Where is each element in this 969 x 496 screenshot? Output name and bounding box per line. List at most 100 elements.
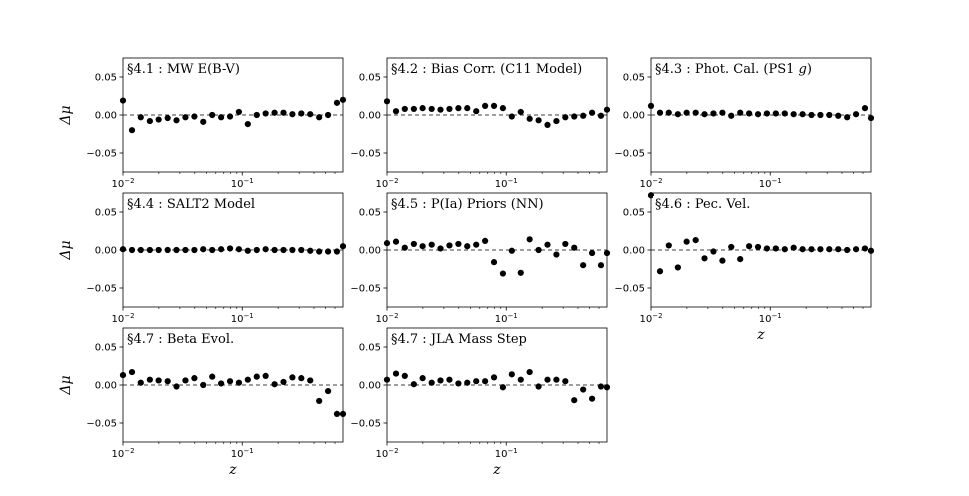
x-axis-label: z [492, 462, 501, 478]
panel-title-background [653, 61, 814, 78]
y-axis-label: Δμ [58, 105, 74, 125]
data-point [464, 379, 471, 386]
data-point [580, 112, 587, 119]
data-point [499, 105, 507, 112]
y-tick-label: 0.00 [623, 111, 645, 122]
data-point [455, 240, 462, 248]
data-point [588, 109, 596, 116]
data-point [665, 242, 672, 249]
data-point [746, 110, 753, 117]
data-point [562, 240, 569, 248]
data-point [710, 110, 717, 117]
y-tick-label: −0.05 [86, 284, 117, 295]
data-point [428, 241, 435, 248]
data-point [562, 114, 569, 121]
data-point [307, 111, 314, 118]
data-point [164, 378, 171, 385]
data-point [772, 245, 779, 252]
data-point [817, 246, 824, 253]
data-point [333, 99, 341, 106]
x-tick-label: 10−1 [495, 312, 518, 325]
data-point [324, 387, 332, 395]
panel-title-background [125, 331, 237, 348]
y-tick-label: 0.00 [95, 381, 117, 392]
data-point [437, 245, 444, 252]
data-point [562, 378, 569, 385]
data-point [307, 247, 314, 254]
data-point [235, 379, 243, 386]
data-point [728, 112, 735, 119]
x-tick-label: 10−2 [375, 447, 398, 460]
data-point [271, 246, 278, 254]
data-point [280, 109, 287, 116]
data-point [852, 111, 860, 118]
x-axis-label: z [228, 462, 237, 478]
data-point [544, 241, 551, 248]
data-point [763, 110, 771, 117]
data-point [701, 111, 708, 118]
data-point [867, 247, 875, 254]
data-point [571, 244, 578, 251]
x-tick-label: 10−2 [375, 312, 398, 325]
data-point [333, 248, 341, 255]
data-point [517, 376, 524, 383]
data-point [835, 112, 842, 119]
y-tick-label: 0.05 [95, 343, 117, 354]
data-point [790, 244, 797, 251]
data-point [419, 375, 426, 382]
data-point [383, 240, 391, 247]
data-point [588, 395, 596, 402]
data-point [182, 377, 189, 384]
data-point [339, 410, 347, 417]
data-point [826, 111, 833, 119]
data-point [526, 236, 533, 243]
data-point [473, 108, 480, 115]
x-tick-label: 10−1 [231, 312, 254, 325]
data-point [861, 105, 869, 112]
data-point [119, 246, 127, 253]
y-tick-label: −0.05 [350, 419, 381, 430]
data-point [209, 246, 216, 254]
y-tick-label: 0.00 [95, 246, 117, 257]
x-tick-label: 10−1 [759, 177, 782, 190]
data-point [490, 102, 498, 109]
data-point [191, 246, 198, 254]
y-tick-label: −0.05 [86, 149, 117, 160]
data-point [446, 242, 453, 249]
data-point [508, 247, 515, 254]
data-point [799, 246, 806, 253]
x-tick-label: 10−1 [495, 447, 518, 460]
data-point [603, 106, 611, 113]
data-point [544, 376, 551, 383]
data-point [473, 241, 480, 248]
data-point [253, 111, 260, 119]
panel-2: 0.05 0.00 −0.05 10−2 10−1 §4.2 : Bias Corr. (… [350, 57, 611, 190]
data-point [535, 383, 542, 390]
data-point [164, 246, 171, 254]
panel-title: §4.5 : P(Ia) Priors (NN) [391, 197, 544, 212]
data-point [226, 113, 234, 120]
data-point [482, 378, 489, 385]
data-point [339, 243, 347, 250]
panel-title: §4.7 : JLA Mass Step [391, 332, 527, 347]
data-point [490, 374, 498, 381]
data-point [490, 259, 498, 266]
panel-title-background [125, 196, 258, 213]
data-point [808, 111, 815, 119]
panel-5: 0.05 0.00 −0.05 10−2 10−1 §4.5 : P(Ia) Priors… [350, 192, 611, 325]
data-point [754, 111, 762, 118]
y-axis-label: Δμ [58, 375, 74, 395]
data-point [683, 238, 690, 245]
data-point [146, 376, 153, 383]
data-point [544, 121, 551, 128]
data-point [155, 246, 162, 254]
data-point [710, 248, 717, 255]
data-point [656, 268, 664, 275]
data-point [419, 243, 426, 250]
data-point [173, 383, 180, 390]
data-point [339, 96, 347, 103]
data-point [392, 108, 400, 115]
data-point [401, 105, 408, 113]
data-point [580, 386, 587, 393]
data-point [781, 246, 788, 253]
